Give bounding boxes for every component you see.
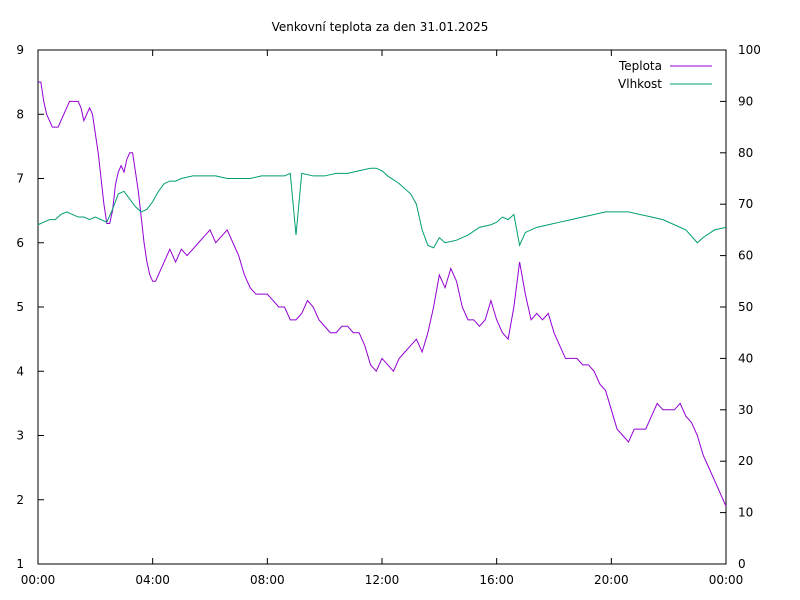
- y2-tick-label: 90: [738, 94, 753, 108]
- y-tick-label: 6: [16, 236, 24, 250]
- legend-label-teplota: Teplota: [618, 59, 662, 73]
- y-axis-left: 1 2 3 4 5 6 7 8 9: [16, 43, 44, 571]
- x-axis: 00:00 04:00 08:00 12:00 16:00 20:00 00:00: [21, 50, 744, 587]
- x-tick-label: 16:00: [479, 573, 514, 587]
- y-tick-label: 9: [16, 43, 24, 57]
- legend: Teplota Vlhkost: [618, 59, 712, 91]
- x-tick-label: 20:00: [594, 573, 629, 587]
- y2-tick-label: 40: [738, 351, 753, 365]
- series-line-vlhkost: [37, 167, 727, 249]
- y2-tick-label: 10: [738, 506, 753, 520]
- y-tick-label: 2: [16, 493, 24, 507]
- chart-title: Venkovní teplota za den 31.01.2025: [272, 20, 489, 34]
- legend-label-vlhkost: Vlhkost: [618, 77, 662, 91]
- y2-tick-label: 0: [738, 557, 746, 571]
- y2-tick-label: 30: [738, 403, 753, 417]
- y2-tick-label: 60: [738, 249, 753, 263]
- y-tick-label: 7: [16, 172, 24, 186]
- y2-tick-label: 100: [738, 43, 761, 57]
- y-tick-label: 5: [16, 300, 24, 314]
- x-tick-label: 04:00: [135, 573, 170, 587]
- y-tick-label: 8: [16, 107, 24, 121]
- plot-border: [37, 49, 727, 565]
- y2-tick-label: 80: [738, 146, 753, 160]
- y-tick-label: 4: [16, 364, 24, 378]
- x-tick-label: 00:00: [21, 573, 56, 587]
- series-layer: [37, 81, 727, 507]
- x-tick-label: 08:00: [250, 573, 285, 587]
- y-tick-label: 3: [16, 429, 24, 443]
- series-line-teplota: [38, 81, 727, 507]
- y2-tick-label: 70: [738, 197, 753, 211]
- y2-tick-label: 50: [738, 300, 753, 314]
- y-tick-label: 1: [16, 557, 24, 571]
- x-tick-label: 12:00: [365, 573, 400, 587]
- y-axis-right: 0 10 20 30 40 50 60 70 80 90 100: [720, 43, 761, 571]
- x-tick-label: 00:00: [709, 573, 744, 587]
- y2-tick-label: 20: [738, 454, 753, 468]
